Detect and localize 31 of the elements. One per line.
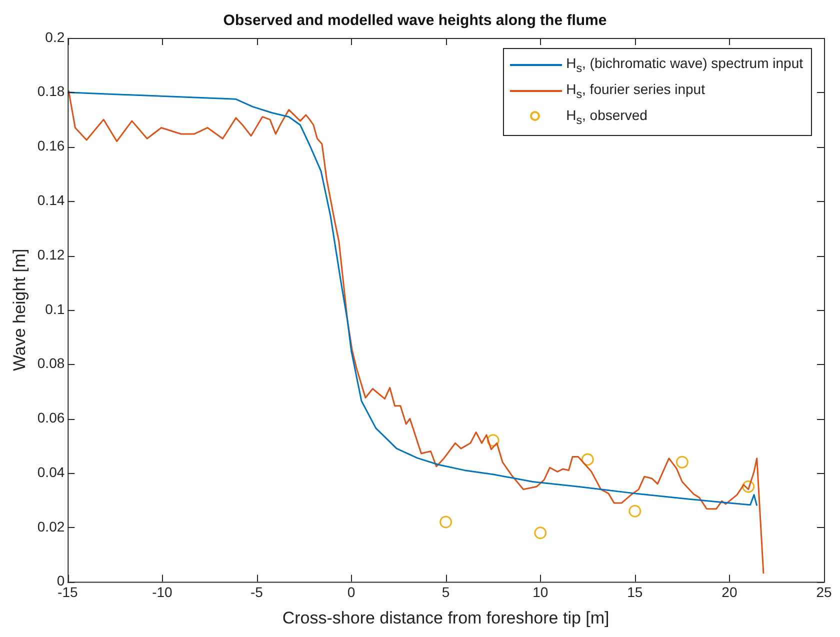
point — [676, 456, 688, 468]
x-tick-label: 10 — [532, 584, 548, 600]
x-axis-title: Cross-shore distance from foreshore tip [m] — [282, 608, 610, 628]
x-tick-label: -10 — [152, 584, 173, 600]
x-tick-label: 25 — [816, 584, 832, 600]
point — [628, 504, 642, 518]
legend-label: H$_{s}$, observed — [566, 107, 648, 127]
y-tick-label: 0.18 — [37, 83, 65, 100]
y-axis-title: Wave height [m] — [10, 248, 29, 371]
x-tick-label: 0 — [347, 584, 356, 600]
point — [581, 453, 594, 466]
y-tick-label: 0.02 — [37, 518, 65, 534]
y-tick-label: 0.12 — [37, 246, 65, 262]
point — [742, 480, 755, 493]
chart-title: Observed and modelled wave heights along the flume — [223, 12, 607, 30]
x-tick-label: 15 — [627, 584, 643, 600]
x-tick-label: 5 — [442, 584, 450, 600]
point — [534, 526, 547, 540]
y-tick-label: 0.08 — [37, 355, 65, 372]
y-tick-label: 0.1 — [45, 300, 65, 317]
y-tick-label: 0.06 — [37, 410, 65, 426]
point — [486, 434, 500, 447]
y-tick-label: 0.16 — [37, 138, 65, 154]
y-tick-label: 0.14 — [37, 192, 65, 208]
x-tick-label: -5 — [250, 584, 264, 600]
legend-label: H$_{s}$, fourier series input — [566, 81, 705, 101]
y-tick-label: 0.2 — [45, 28, 65, 45]
point — [440, 516, 452, 528]
y-tick-label: 0.04 — [37, 464, 65, 480]
legend-label: H$_{s}$, (bichromatic wave) spectrum input — [566, 55, 803, 75]
x-tick-label: 20 — [722, 584, 738, 600]
